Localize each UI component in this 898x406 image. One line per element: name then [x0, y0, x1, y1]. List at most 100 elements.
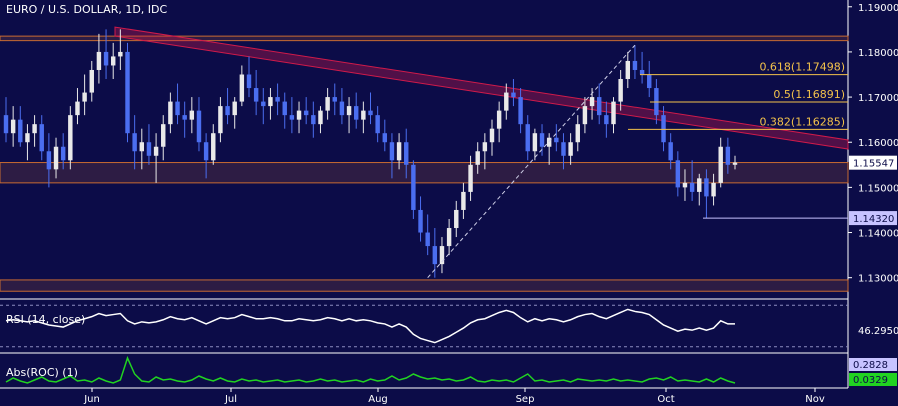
candle-body: [432, 246, 438, 265]
candle-body: [68, 115, 73, 161]
candle-body: [504, 92, 509, 111]
candle-body: [60, 146, 66, 161]
candle-body: [75, 101, 80, 116]
candle-body: [589, 97, 595, 107]
candle-body: [361, 110, 366, 120]
candle-body: [10, 119, 16, 134]
candle-body: [596, 97, 602, 116]
roc-value-box: [849, 373, 897, 386]
candle-body: [261, 101, 266, 107]
price-label: 1.15547: [853, 159, 894, 170]
candle-body: [732, 162, 738, 165]
candle-body: [232, 101, 237, 116]
x-tick-label: Jul: [224, 394, 237, 405]
candle-body: [25, 133, 30, 143]
candle-body: [439, 246, 445, 265]
candle-body: [132, 133, 137, 152]
rsi-title: RSI (14, close): [6, 313, 86, 326]
candle-body: [689, 182, 695, 192]
candle-body: [611, 101, 616, 125]
candle-body: [125, 51, 130, 134]
candle-body: [296, 110, 302, 120]
candle-body: [82, 92, 87, 102]
candle-body: [711, 182, 716, 197]
candle-body: [425, 232, 430, 247]
candle-body: [153, 146, 159, 156]
candle-body: [225, 106, 230, 116]
candle-body: [110, 56, 116, 66]
fib-level-label: 0.5(1.16891): [773, 88, 845, 101]
support-zone: [0, 162, 849, 184]
x-tick-label: Nov: [805, 394, 825, 405]
resistance-channel: [114, 26, 849, 150]
candle-body: [546, 137, 552, 147]
candle-body: [575, 124, 580, 143]
chart-title: EURO / U.S. DOLLAR, 1D, IDC: [6, 3, 168, 16]
candle-body: [353, 106, 359, 120]
candle-body: [332, 97, 337, 102]
roc-value-label: 0.0329: [853, 375, 888, 386]
candle-body: [639, 69, 645, 75]
candle-body: [475, 151, 480, 165]
candle-body: [303, 110, 309, 116]
candle-body: [554, 137, 559, 143]
candle-body: [196, 110, 202, 143]
price-label-box: [849, 211, 897, 226]
candle-body: [718, 146, 723, 183]
candle-body: [161, 124, 166, 147]
candle-body: [218, 106, 223, 134]
y-tick-label: 1.18000: [858, 48, 898, 59]
candle-body: [518, 97, 523, 125]
candle-body: [325, 97, 330, 111]
candle-body: [375, 115, 380, 134]
support-zone: [0, 35, 849, 42]
candle-body: [18, 119, 23, 143]
candle-body: [482, 142, 488, 152]
candle-body: [211, 133, 216, 161]
candle-body: [446, 228, 452, 247]
candle-body: [461, 191, 466, 210]
y-tick-label: 1.16000: [858, 138, 898, 149]
y-tick-label: 1.17000: [858, 93, 898, 104]
candle-body: [268, 97, 273, 107]
y-tick-label: 1.14000: [858, 229, 898, 240]
candle-body: [46, 151, 52, 170]
candle-body: [389, 142, 395, 161]
candle-body: [311, 115, 316, 125]
x-tick-label: Jun: [83, 394, 100, 405]
candle-body: [139, 142, 145, 152]
candle-body: [53, 146, 59, 170]
candle-body: [682, 182, 688, 188]
candle-body: [697, 178, 702, 192]
candle-body: [253, 88, 259, 102]
candle-body: [647, 74, 652, 89]
candle-body: [496, 110, 502, 129]
roc-value-label: 0.2828: [853, 360, 888, 371]
roc-value-box: [849, 358, 897, 371]
candle-body: [618, 79, 623, 102]
price-label-box: [849, 155, 897, 170]
candle-body: [346, 106, 352, 116]
candle-body: [289, 115, 295, 120]
candle-body: [275, 97, 280, 102]
candle-body: [468, 164, 473, 192]
rsi-value-box: [849, 322, 897, 337]
candle-body: [339, 101, 345, 116]
candle-body: [96, 51, 102, 70]
roc-title: Abs(ROC) (1): [6, 366, 78, 379]
candle-body: [382, 133, 388, 143]
fib-level-label: 0.618(1.17498): [759, 61, 845, 74]
candle-body: [146, 142, 152, 156]
candle-body: [368, 110, 373, 116]
support-zone: [0, 279, 849, 292]
candle-body: [175, 101, 180, 116]
candle-body: [103, 51, 109, 66]
candle-body: [632, 60, 638, 70]
candle-body: [675, 160, 681, 188]
candle-body: [489, 128, 495, 143]
candle-body: [625, 60, 631, 80]
candle-body: [32, 124, 37, 134]
candle-body: [239, 74, 245, 102]
rsi-line: [5, 308, 735, 344]
